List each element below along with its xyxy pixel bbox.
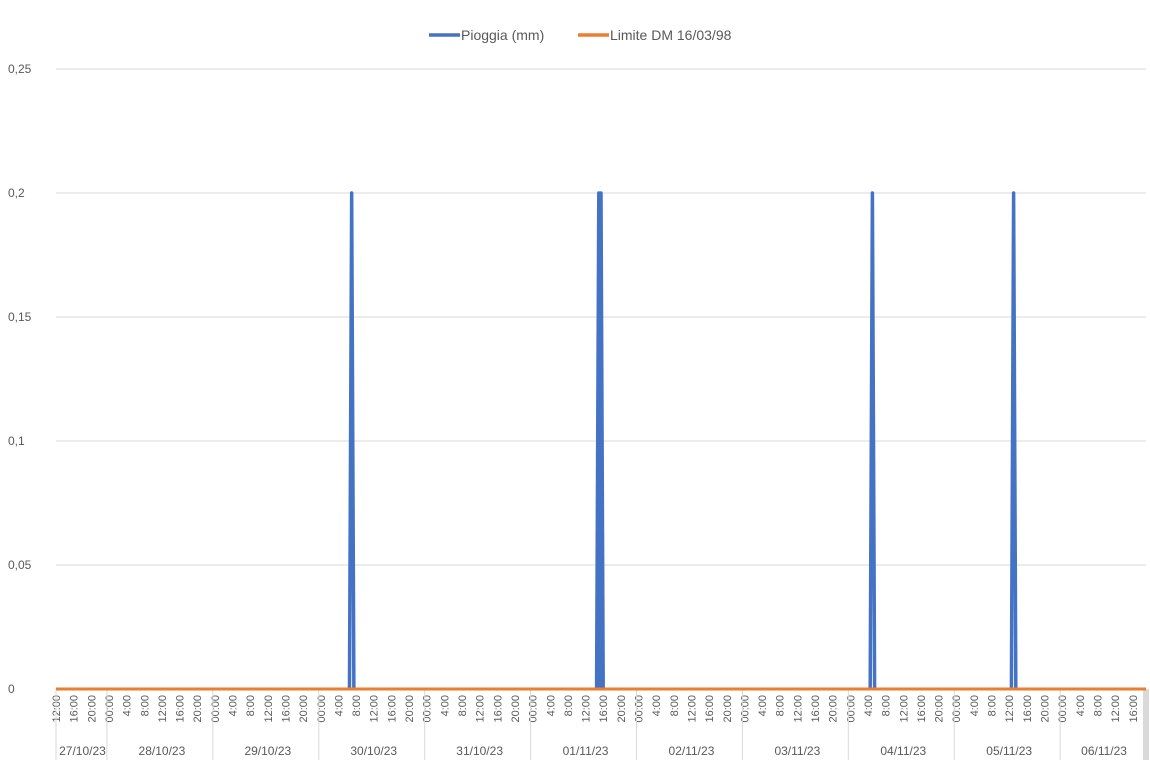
x-tick-label: 4:00 [122, 695, 134, 716]
x-tick-label: 16:00 [598, 695, 610, 723]
x-tick-label: 4:00 [969, 695, 981, 716]
x-tick-label: 20:00 [616, 695, 628, 723]
x-tick-label: 12:00 [369, 695, 381, 723]
x-tick-label: 16:00 [916, 695, 928, 723]
x-tick-label: 20:00 [722, 695, 734, 723]
series-layer [56, 191, 1146, 691]
x-tick-label: 12:00 [263, 695, 275, 723]
date-label: 30/10/23 [350, 744, 397, 758]
date-label: 01/11/23 [563, 744, 609, 758]
x-tick-label: 12:00 [581, 695, 593, 723]
x-tick-label: 00:00 [316, 695, 328, 723]
x-tick-label: 4:00 [545, 695, 557, 716]
x-tick-label: 00:00 [951, 695, 963, 723]
legend: Pioggia (mm) Limite DM 16/03/98 [429, 27, 732, 43]
y-tick-label: 0,05 [8, 558, 32, 572]
x-tick-label: 00:00 [422, 695, 434, 723]
date-label: 28/10/23 [139, 744, 186, 758]
x-tick-label: 8:00 [139, 695, 151, 716]
y-tick-label: 0,2 [8, 186, 25, 200]
rain-spike [597, 191, 605, 690]
x-tick-label: 16:00 [386, 695, 398, 723]
x-tick-label: 8:00 [987, 695, 999, 716]
date-label: 03/11/23 [774, 744, 820, 758]
x-axis-scroll-edge [1143, 689, 1149, 760]
x-tick-label: 00:00 [845, 695, 857, 723]
legend-label: Limite DM 16/03/98 [610, 27, 732, 43]
x-tick-label: 00:00 [528, 695, 540, 723]
x-tick-label: 12:00 [686, 695, 698, 723]
x-tick-label: 12:00 [898, 695, 910, 723]
legend-label: Pioggia (mm) [461, 27, 544, 43]
x-tick-label: 16:00 [280, 695, 292, 723]
x-tick-label: 16:00 [1022, 695, 1034, 723]
x-tick-label: 8:00 [881, 695, 893, 716]
x-tick-label: 00:00 [210, 695, 222, 723]
x-tick-label: 20:00 [86, 695, 98, 723]
y-tick-label: 0,15 [8, 310, 32, 324]
rain-spike [347, 191, 356, 690]
x-tick-label: 16:00 [69, 695, 81, 723]
x-tick-label: 8:00 [563, 695, 575, 716]
x-tick-label: 12:00 [157, 695, 169, 723]
x-tick-label: 4:00 [651, 695, 663, 716]
x-tick-label: 8:00 [1092, 695, 1104, 716]
x-tick-label: 4:00 [228, 695, 240, 716]
date-label: 04/11/23 [880, 744, 926, 758]
x-tick-label: 12:00 [1004, 695, 1016, 723]
date-label: 27/10/23 [59, 744, 106, 758]
x-tick-label: 00:00 [634, 695, 646, 723]
rain-spike [1009, 191, 1018, 690]
y-axis: 0 0,05 0,1 0,15 0,2 0,25 [8, 62, 32, 696]
x-tick-label: 8:00 [351, 695, 363, 716]
x-tick-label: 12:00 [792, 695, 804, 723]
x-tick-label: 4:00 [863, 695, 875, 716]
rain-spike [868, 191, 877, 690]
x-tick-label: 20:00 [298, 695, 310, 723]
y-tick-label: 0 [8, 682, 15, 696]
date-label: 31/10/23 [456, 744, 503, 758]
x-tick-label: 4:00 [1075, 695, 1087, 716]
x-tick-label: 12:00 [51, 695, 63, 723]
y-tick-label: 0,1 [8, 434, 25, 448]
x-tick-label: 16:00 [1128, 695, 1140, 723]
x-tick-label: 8:00 [245, 695, 257, 716]
x-tick-label: 4:00 [333, 695, 345, 716]
x-tick-label: 20:00 [510, 695, 522, 723]
date-label: 02/11/23 [669, 744, 715, 758]
x-tick-label: 20:00 [192, 695, 204, 723]
date-label: 06/11/23 [1081, 744, 1127, 758]
x-tick-label: 20:00 [404, 695, 416, 723]
x-tick-label: 4:00 [757, 695, 769, 716]
x-tick-label: 20:00 [1040, 695, 1052, 723]
x-tick-label: 20:00 [934, 695, 946, 723]
x-tick-label: 16:00 [704, 695, 716, 723]
x-tick-label: 12:00 [1110, 695, 1122, 723]
x-tick-label: 8:00 [669, 695, 681, 716]
date-label: 05/11/23 [986, 744, 1032, 758]
x-tick-label: 8:00 [775, 695, 787, 716]
date-label: 29/10/23 [244, 744, 291, 758]
y-tick-label: 0,25 [8, 62, 32, 76]
x-tick-label: 00:00 [739, 695, 751, 723]
x-tick-label: 00:00 [104, 695, 116, 723]
x-tick-label: 16:00 [175, 695, 187, 723]
x-tick-label: 00:00 [1057, 695, 1069, 723]
x-tick-label: 20:00 [828, 695, 840, 723]
x-tick-label: 16:00 [492, 695, 504, 723]
x-tick-label: 16:00 [810, 695, 822, 723]
x-tick-label: 8:00 [457, 695, 469, 716]
x-tick-label: 4:00 [439, 695, 451, 716]
x-tick-label: 12:00 [475, 695, 487, 723]
